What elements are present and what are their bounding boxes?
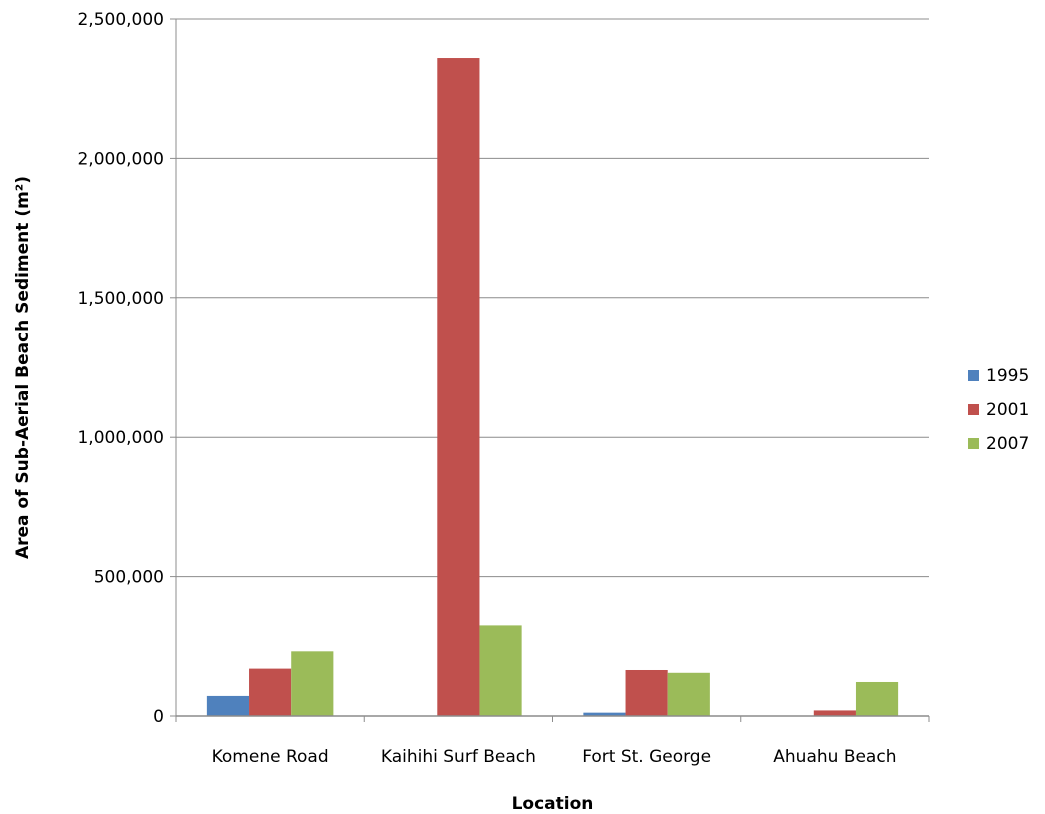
legend-swatch-2007 [968,438,979,449]
bar-2007-kaihihi-surf-beach [479,625,522,716]
legend-label-2001: 2001 [986,400,1029,420]
legend-label-1995: 1995 [986,366,1029,386]
axes [170,18,930,722]
bar-2007-fort-st-george [667,672,710,716]
x-tick-labels: Komene Road Kaihihi Surf Beach Fort St. Ge… [212,747,897,767]
bar-2001-fort-st-george [625,669,668,716]
x-tick-label: Ahuahu Beach [773,747,896,767]
y-tick-label: 500,000 [94,568,164,588]
gridlines [176,18,929,578]
y-tick-label: 1,500,000 [77,289,164,309]
y-axis-title: Area of Sub-Aerial Beach Sediment (m²) [13,176,33,559]
y-tick-label: 2,000,000 [77,149,164,169]
bars [206,58,899,717]
bar-1995-komene-road [206,695,250,716]
x-tick-label: Kaihihi Surf Beach [381,747,536,767]
legend-swatch-1995 [968,370,979,381]
bar-2001-kaihihi-surf-beach [437,58,480,717]
y-tick-label: 1,000,000 [77,428,164,448]
bar-1995-fort-st-george [583,712,626,716]
x-tick-label: Fort St. George [582,747,711,767]
legend-swatch-2001 [968,404,979,415]
x-tick-label: Komene Road [212,747,329,767]
legend-label-2007: 2007 [986,434,1029,454]
bar-2007-ahuahu-beach [855,681,899,716]
bar-2001-komene-road [249,668,292,716]
y-tick-label: 0 [153,707,164,727]
bar-2007-komene-road [291,651,334,716]
x-axis-title: Location [512,794,594,814]
bar-2001-ahuahu-beach [813,710,856,716]
legend: 1995 2001 2007 [968,366,1029,454]
y-tick-labels: 0 500,000 1,000,000 1,500,000 2,000,000 2,500… [77,10,164,727]
y-tick-label: 2,500,000 [77,10,164,30]
